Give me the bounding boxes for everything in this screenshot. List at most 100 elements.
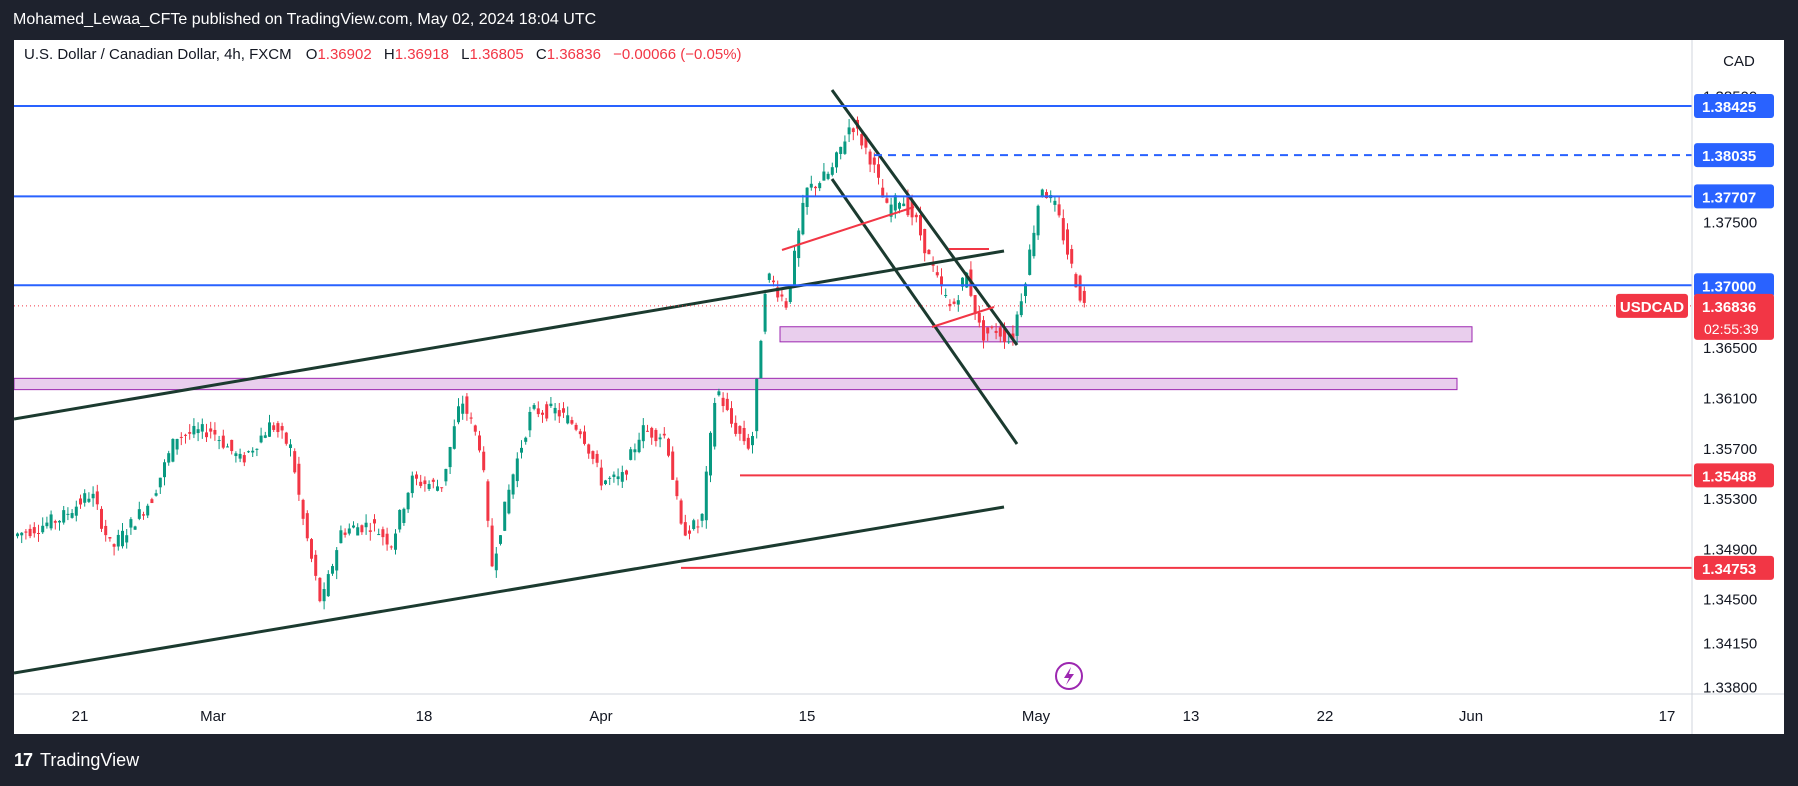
- candle-body: [952, 301, 956, 304]
- candle-body: [431, 479, 435, 482]
- candle-body: [394, 533, 397, 550]
- candle-body: [520, 447, 523, 453]
- candle-body: [373, 519, 376, 524]
- candle-body: [436, 486, 439, 491]
- candle-body: [494, 553, 498, 571]
- x-tick-label: 13: [1183, 708, 1200, 725]
- y-tick-label: 1.34900: [1703, 541, 1757, 558]
- candle-body: [448, 446, 452, 468]
- tradingview-logo-icon[interactable]: 17: [14, 749, 33, 770]
- trendline: [931, 306, 995, 328]
- candle-body: [356, 527, 360, 536]
- candle-body: [133, 526, 137, 530]
- candle-body: [927, 249, 931, 255]
- currency-label: CAD: [1723, 53, 1755, 70]
- candle-body: [398, 509, 402, 530]
- candle-body: [956, 300, 960, 305]
- candle-body: [402, 508, 406, 523]
- ticker-label: USDCAD: [1620, 299, 1684, 316]
- price-tag-label: 1.37707: [1702, 189, 1756, 206]
- candle-body: [1015, 314, 1019, 336]
- price-axis[interactable]: 1.385001.375001.365001.361001.357001.353…: [1703, 89, 1757, 697]
- x-tick-label: 15: [799, 708, 816, 725]
- candle-body: [948, 303, 952, 307]
- candle-body: [746, 437, 750, 449]
- candle-body: [717, 391, 721, 396]
- candle-body: [793, 250, 796, 285]
- candle-body: [570, 420, 574, 424]
- candle-body: [553, 407, 557, 414]
- candle-body: [20, 532, 24, 536]
- candle-body: [1024, 283, 1027, 296]
- candle-body: [591, 451, 595, 459]
- currency-button[interactable]: CAD: [1700, 44, 1778, 76]
- candle-body: [146, 505, 150, 516]
- candle-body: [654, 429, 658, 442]
- candle-body: [637, 439, 641, 453]
- candle-body: [91, 493, 95, 499]
- current-price-tag: [1694, 293, 1774, 340]
- tradingview-brand[interactable]: TradingView: [40, 749, 140, 770]
- legend-low-label: L: [461, 46, 469, 63]
- countdown-label: 02:55:39: [1704, 321, 1759, 337]
- candle-body: [738, 426, 742, 434]
- candle-body: [482, 451, 486, 471]
- candle-body: [45, 522, 49, 527]
- chart-panel[interactable]: U.S. Dollar / Canadian Dollar, 4h, FXCM …: [14, 40, 1784, 734]
- legend-open-label: O: [306, 46, 318, 63]
- candle-body: [1007, 341, 1011, 343]
- lightning-icon[interactable]: [1055, 662, 1083, 690]
- price-chart[interactable]: U.S. Dollar / Canadian Dollar, 4h, FXCM …: [14, 40, 1784, 734]
- candle-body: [1032, 232, 1036, 257]
- candle-body: [1019, 301, 1023, 316]
- candle-body: [1053, 200, 1057, 205]
- candle-body: [230, 439, 234, 452]
- candle-body: [100, 508, 103, 529]
- candle-body: [532, 405, 536, 409]
- candle-body: [940, 276, 943, 287]
- candle-body: [692, 520, 696, 529]
- candle-body: [247, 451, 250, 453]
- candle-body: [536, 408, 540, 415]
- candle-body: [709, 432, 712, 476]
- candle-body: [503, 501, 507, 531]
- candle-body: [965, 272, 969, 288]
- chart-legend: U.S. Dollar / Canadian Dollar, 4h, FXCM …: [24, 46, 742, 63]
- current-price-label: 1.36836: [1702, 299, 1756, 316]
- candle-body: [923, 228, 927, 254]
- candle-body: [452, 426, 456, 449]
- candle-body: [163, 462, 166, 478]
- time-axis[interactable]: 21 Mar 18 Apr 15 May 13 22 Jun 17: [72, 708, 1676, 725]
- candle-body: [751, 436, 754, 446]
- x-tick-label: Mar: [200, 708, 226, 725]
- candle-body: [310, 539, 313, 559]
- candle-body: [469, 417, 473, 419]
- candle-body: [973, 295, 977, 315]
- candle-body: [213, 429, 217, 435]
- candle-body: [583, 431, 586, 444]
- candle-body: [767, 273, 771, 280]
- candle-body: [730, 408, 733, 424]
- candle-body: [478, 435, 481, 451]
- candle-body: [129, 519, 133, 528]
- candle-body: [16, 533, 19, 537]
- candle-body: [184, 434, 187, 436]
- candle-body: [608, 477, 612, 479]
- candle-body: [234, 453, 238, 457]
- candle-body: [562, 408, 565, 413]
- candle-body: [58, 520, 61, 523]
- x-tick-label: 22: [1317, 708, 1334, 725]
- candle-body: [343, 532, 347, 535]
- candle-body: [864, 135, 868, 148]
- candle-body: [32, 527, 36, 534]
- candle-body: [465, 396, 469, 414]
- candle-body: [364, 522, 368, 528]
- candle-body: [977, 312, 981, 323]
- candle-body: [238, 453, 242, 459]
- candle-body: [545, 404, 549, 419]
- legend-open: 1.36902: [317, 46, 371, 63]
- candle-body: [889, 204, 893, 217]
- candle-body: [851, 128, 855, 133]
- candle-body: [263, 435, 267, 438]
- ticker-tag: [1616, 293, 1688, 318]
